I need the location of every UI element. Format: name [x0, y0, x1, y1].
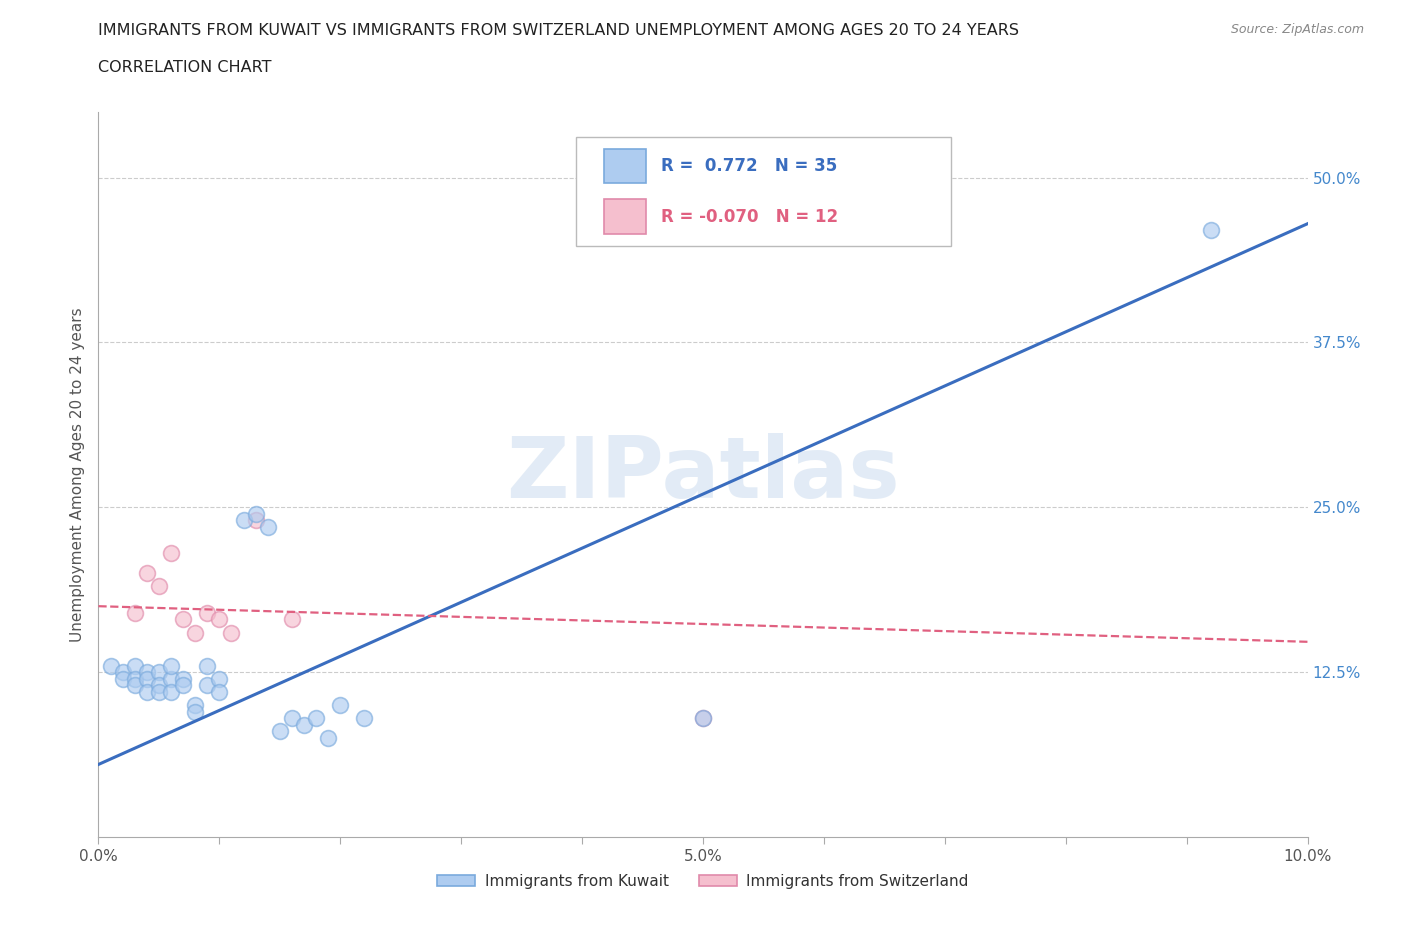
Point	[269, 724, 291, 739]
Point	[148, 579, 170, 594]
Point	[160, 684, 183, 699]
Point	[124, 678, 146, 693]
Point	[256, 520, 278, 535]
Point	[195, 605, 218, 620]
Point	[160, 671, 183, 686]
Point	[195, 678, 218, 693]
Point	[172, 612, 194, 627]
Point	[184, 698, 207, 712]
Point	[195, 658, 218, 673]
Text: R = -0.070   N = 12: R = -0.070 N = 12	[661, 207, 838, 226]
Bar	[603, 199, 647, 234]
Point	[692, 711, 714, 725]
Point	[184, 625, 207, 640]
Point	[135, 671, 157, 686]
Point	[124, 671, 146, 686]
Point	[111, 671, 134, 686]
Point	[111, 665, 134, 680]
Point	[353, 711, 375, 725]
Point	[245, 513, 267, 528]
Point	[208, 684, 231, 699]
FancyBboxPatch shape	[576, 137, 950, 246]
Text: ZIPatlas: ZIPatlas	[506, 432, 900, 516]
Point	[160, 546, 183, 561]
Point	[208, 671, 231, 686]
Legend: Immigrants from Kuwait, Immigrants from Switzerland: Immigrants from Kuwait, Immigrants from …	[432, 868, 974, 895]
Point	[1199, 223, 1222, 238]
Text: CORRELATION CHART: CORRELATION CHART	[98, 60, 271, 75]
Point	[281, 711, 304, 725]
Point	[124, 658, 146, 673]
Point	[172, 671, 194, 686]
Point	[135, 684, 157, 699]
Point	[172, 678, 194, 693]
Point	[208, 612, 231, 627]
Text: R =  0.772   N = 35: R = 0.772 N = 35	[661, 157, 837, 175]
Point	[692, 711, 714, 725]
Point	[148, 665, 170, 680]
Point	[160, 658, 183, 673]
Point	[305, 711, 328, 725]
Point	[124, 605, 146, 620]
Point	[316, 731, 339, 746]
Y-axis label: Unemployment Among Ages 20 to 24 years: Unemployment Among Ages 20 to 24 years	[69, 307, 84, 642]
Bar	[603, 149, 647, 183]
Text: Source: ZipAtlas.com: Source: ZipAtlas.com	[1230, 23, 1364, 36]
Point	[292, 717, 315, 732]
Point	[221, 625, 243, 640]
Point	[184, 704, 207, 719]
Point	[329, 698, 352, 712]
Text: IMMIGRANTS FROM KUWAIT VS IMMIGRANTS FROM SWITZERLAND UNEMPLOYMENT AMONG AGES 20: IMMIGRANTS FROM KUWAIT VS IMMIGRANTS FRO…	[98, 23, 1019, 38]
Point	[148, 684, 170, 699]
Point	[148, 678, 170, 693]
Point	[245, 507, 267, 522]
Point	[135, 565, 157, 580]
Point	[281, 612, 304, 627]
Point	[232, 513, 254, 528]
Point	[100, 658, 122, 673]
Point	[135, 665, 157, 680]
